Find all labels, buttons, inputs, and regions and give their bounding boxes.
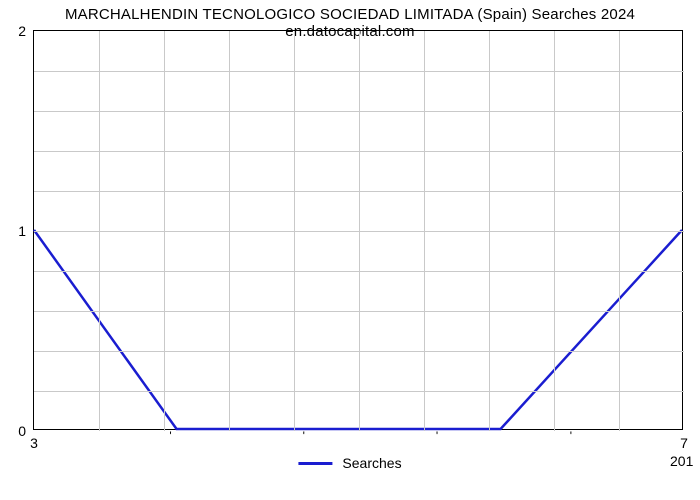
searches-line — [34, 230, 682, 429]
legend-swatch — [298, 462, 332, 465]
line-series — [34, 31, 682, 429]
grid-line-horizontal-minor — [34, 311, 684, 312]
y-tick-label: 2 — [6, 23, 26, 39]
x-minor-tick: ' — [570, 433, 572, 439]
grid-line-horizontal — [34, 231, 684, 232]
y-tick-label: 1 — [6, 223, 26, 239]
grid-line-horizontal-minor — [34, 111, 684, 112]
grid-line-horizontal-minor — [34, 271, 684, 272]
x-secondary-label-right: 201 — [670, 453, 693, 469]
grid-line-horizontal-minor — [34, 191, 684, 192]
grid-line-horizontal-minor — [34, 71, 684, 72]
grid-line-horizontal-minor — [34, 351, 684, 352]
plot-area: 01237201'''' — [33, 30, 683, 430]
grid-line-horizontal-minor — [34, 391, 684, 392]
x-tick-label-left: 3 — [30, 435, 38, 451]
y-tick-label: 0 — [6, 423, 26, 439]
x-minor-tick: ' — [436, 433, 438, 439]
grid-line-horizontal-minor — [34, 151, 684, 152]
legend-label: Searches — [342, 455, 401, 471]
legend: Searches — [298, 455, 401, 471]
x-minor-tick: ' — [169, 433, 171, 439]
chart-container: { "chart": { "type": "line", "title": "M… — [0, 0, 700, 500]
x-minor-tick: ' — [303, 433, 305, 439]
x-tick-label-right: 7 — [680, 435, 688, 451]
